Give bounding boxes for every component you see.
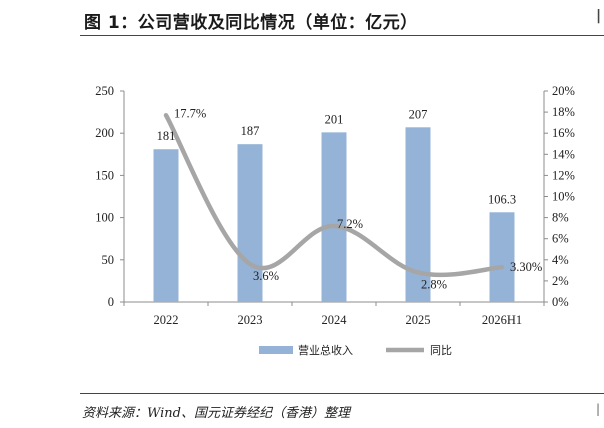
line-data-label: 2.8% xyxy=(421,277,447,291)
chart-axes: 0 50 100 150 200 250 0% 2% 4% 6% 8% 10% 12% 14% 16% 18%… xyxy=(95,84,575,327)
legend-label-revenue: 营业总收入 xyxy=(298,343,353,357)
source-note: 资料来源：Wind、国元证券经纪（香港）整理 xyxy=(82,406,350,421)
bar xyxy=(237,144,263,302)
y-left-tick-label: 150 xyxy=(95,168,114,182)
figure-title: 图 1：公司营收及同比情况（单位：亿元） xyxy=(84,13,418,33)
y-right-tick-label: 20% xyxy=(552,84,575,98)
data-labels: 181 187 201 207 106.3 17.7% 3.6% 7.2% 2.8% 3.30% xyxy=(157,106,543,291)
x-tick-label: 2024 xyxy=(322,313,348,327)
line-data-label: 3.30% xyxy=(510,260,542,274)
bar-data-label: 181 xyxy=(157,129,176,143)
chart-legend: 营业总收入 同比 xyxy=(259,343,452,357)
y-right-tick-label: 2% xyxy=(552,274,569,288)
y-right-tick-label: 0% xyxy=(552,295,569,309)
y-left-tick-label: 200 xyxy=(95,126,114,140)
corner-mark-bottom: | xyxy=(596,402,601,416)
y-right-tick-label: 6% xyxy=(552,232,569,246)
y-left-tick-label: 250 xyxy=(95,84,114,98)
bar-data-label: 201 xyxy=(325,112,344,126)
line-series-yoy xyxy=(163,113,505,278)
y-right-tick-label: 14% xyxy=(552,147,575,161)
line-data-label: 17.7% xyxy=(174,106,206,120)
x-tick-label: 2025 xyxy=(406,313,431,327)
y-right-tick-label: 4% xyxy=(552,253,569,267)
corner-mark-top: | xyxy=(596,8,602,24)
bar xyxy=(153,149,179,302)
y-right-tick-label: 16% xyxy=(552,126,575,140)
legend-label-yoy: 同比 xyxy=(430,344,452,357)
line-data-label: 3.6% xyxy=(253,269,279,283)
bar-data-label: 106.3 xyxy=(488,192,516,206)
bar-data-label: 187 xyxy=(241,124,260,138)
bar xyxy=(321,132,347,302)
y-right-tick-label: 18% xyxy=(552,105,575,119)
bottom-rule xyxy=(80,393,604,394)
top-rule xyxy=(80,35,604,36)
y-left-tick-label: 100 xyxy=(95,211,114,225)
y-right-tick-label: 10% xyxy=(552,190,575,204)
y-right-tick-label: 8% xyxy=(552,211,569,225)
y-left-tick-label: 0 xyxy=(108,295,114,309)
bar-data-label: 207 xyxy=(409,107,428,121)
x-tick-label: 2023 xyxy=(238,313,263,327)
yoy-line xyxy=(163,113,505,278)
line-data-label: 7.2% xyxy=(337,217,363,231)
x-tick-label: 2026H1 xyxy=(482,313,522,327)
x-tick-label: 2022 xyxy=(154,313,179,327)
y-right-tick-label: 12% xyxy=(552,168,575,182)
bar xyxy=(489,212,515,302)
y-left-tick-label: 50 xyxy=(102,253,115,267)
legend-swatch-revenue xyxy=(259,346,293,354)
